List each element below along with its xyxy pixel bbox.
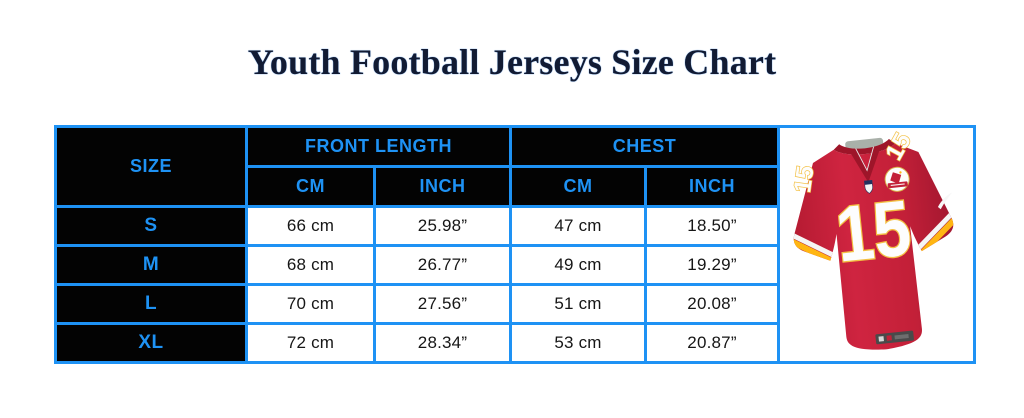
subheader-front-inch: INCH — [373, 165, 512, 209]
col-header-size: SIZE — [54, 124, 248, 209]
cell-s-front-inch: 25.98” — [373, 205, 512, 248]
cell-m-front-cm: 68 cm — [245, 244, 376, 286]
table-row-s: S 66 cm 25.98” 47 cm 18.50” — [54, 205, 975, 248]
jersey-graphic: 15 15 15 — [784, 128, 961, 350]
jersey-body — [793, 143, 953, 350]
cell-l-front-inch: 27.56” — [373, 283, 512, 325]
cell-s-chest-inch: 18.50” — [643, 205, 781, 248]
jersey-photo-cell: 15 15 15 — [777, 125, 977, 364]
subheader-chest-cm: CM — [509, 165, 647, 209]
cell-s-chest-cm: 47 cm — [509, 205, 647, 248]
page-title: Youth Football Jerseys Size Chart — [247, 42, 777, 82]
cell-xl-front-cm: 72 cm — [245, 321, 376, 365]
collar — [833, 138, 895, 183]
sleeve-stripes-right — [914, 208, 961, 256]
size-label-s: S — [54, 205, 248, 248]
cell-m-chest-inch: 19.29” — [643, 244, 781, 286]
subheader-chest-inch: INCH — [643, 165, 781, 209]
cell-xl-front-inch: 28.34” — [373, 321, 512, 365]
cell-m-chest-cm: 49 cm — [509, 244, 647, 286]
table-row-m: M 68 cm 26.77” 49 cm 19.29” — [54, 244, 975, 286]
jock-tag — [874, 330, 914, 345]
subheader-front-cm: CM — [245, 165, 376, 209]
table-row-xl: XL 72 cm 28.34” 53 cm 20.87” — [54, 321, 975, 365]
size-label-m: M — [54, 244, 248, 286]
header-row-groups: SIZE FRONT LENGTH CHEST — [54, 124, 977, 364]
table-row-l: L 70 cm 27.56” 51 cm 20.08” — [54, 283, 975, 325]
size-label-xl: XL — [54, 321, 248, 365]
svg-text:15: 15 — [832, 184, 915, 279]
jersey-photo: 15 15 15 — [784, 128, 961, 350]
cell-l-front-cm: 70 cm — [245, 283, 376, 325]
chiefs-patch-icon — [884, 166, 910, 192]
col-header-front-length: FRONT LENGTH — [245, 124, 512, 169]
size-label-l: L — [54, 283, 248, 325]
jersey-number-left-shoulder: 15 — [789, 164, 819, 194]
cell-s-front-cm: 66 cm — [245, 205, 376, 248]
cell-l-chest-cm: 51 cm — [509, 283, 647, 325]
cell-xl-chest-inch: 20.87” — [643, 321, 781, 365]
cell-l-chest-inch: 20.08” — [643, 283, 781, 325]
nfl-shield-icon — [863, 179, 873, 194]
col-header-chest: CHEST — [508, 124, 781, 169]
size-chart-table: SIZE FRONT LENGTH CHEST — [54, 124, 977, 365]
jersey-number-chest: 15 — [830, 183, 915, 280]
nike-swoosh-icon — [937, 192, 952, 210]
header-row-units: CM INCH CM INCH — [56, 165, 975, 209]
cell-m-front-inch: 26.77” — [373, 244, 512, 286]
cell-xl-chest-cm: 53 cm — [509, 321, 647, 365]
